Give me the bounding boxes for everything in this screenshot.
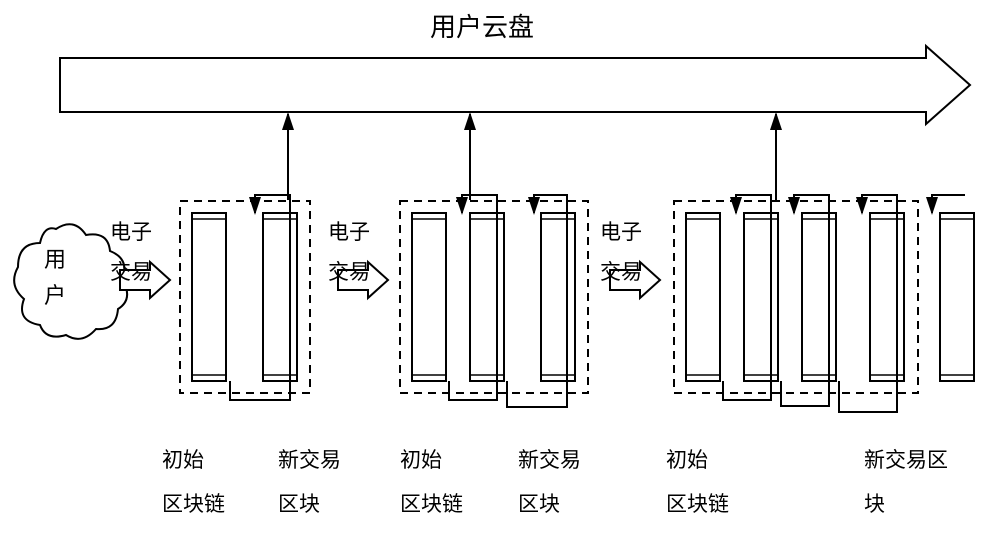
bottom-label-5-l2: 块 [864,492,885,517]
bottom-label-2-l1: 初始 [400,448,442,473]
tx-label-top-0: 电子 [110,220,152,245]
tx-label-top-1: 电子 [328,220,370,245]
bottom-label-0-l2: 区块链 [162,492,225,517]
bottom-label-5-l1: 新交易区 [864,448,948,473]
cloud-label-top: 用 [44,247,66,273]
bottom-label-2-l2: 区块链 [400,492,463,517]
tx-label-bot-1: 交易 [328,260,370,285]
main-arrow [60,46,970,124]
bottom-label-1-l2: 区块 [278,492,320,517]
bottom-label-0-l1: 初始 [162,448,204,473]
cloud-label-bottom: 户 [44,283,66,309]
tx-label-bot-0: 交易 [110,260,152,285]
bottom-label-3-l2: 区块 [518,492,560,517]
bottom-label-4-l2: 区块链 [666,492,729,517]
tx-label-top-2: 电子 [600,220,642,245]
bottom-label-3-l1: 新交易 [518,448,581,473]
title: 用户云盘 [430,12,534,43]
bottom-label-1-l1: 新交易 [278,448,341,473]
bottom-label-4-l1: 初始 [666,448,708,473]
tx-label-bot-2: 交易 [600,260,642,285]
